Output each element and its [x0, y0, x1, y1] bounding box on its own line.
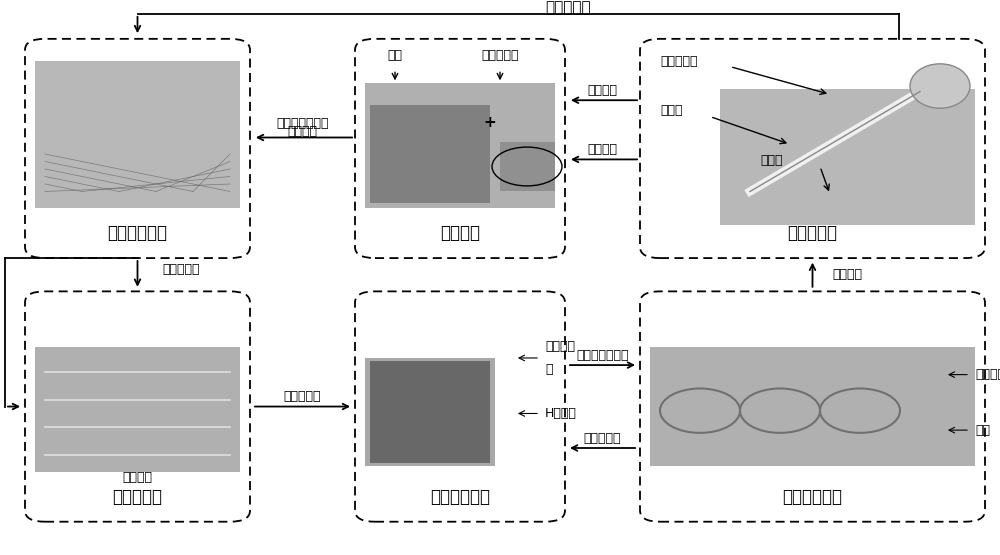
- Bar: [35, 347, 240, 472]
- Text: 采样磁场值: 采样磁场值: [545, 0, 591, 15]
- FancyBboxPatch shape: [355, 39, 565, 258]
- Text: 操作杆和线圈的: 操作杆和线圈的: [276, 117, 329, 130]
- Text: 视觉标记点: 视觉标记点: [660, 54, 698, 68]
- Text: 永磁体: 永磁体: [660, 104, 682, 118]
- Text: 视觉数据: 视觉数据: [588, 84, 618, 97]
- Text: 电流传感: 电流传感: [545, 340, 575, 354]
- Bar: [500, 142, 555, 191]
- Text: 相机: 相机: [387, 49, 402, 62]
- Bar: [370, 105, 490, 203]
- Text: +: +: [484, 114, 496, 130]
- Text: 磁场控制器: 磁场控制器: [112, 488, 162, 506]
- Text: 磁性操作杆: 磁性操作杆: [788, 224, 838, 242]
- Bar: [370, 361, 490, 463]
- Text: 铜线: 铜线: [975, 423, 990, 437]
- Text: 器: 器: [545, 362, 552, 376]
- FancyBboxPatch shape: [25, 39, 250, 258]
- Bar: [365, 83, 555, 208]
- Text: 磁力计: 磁力计: [760, 154, 782, 168]
- Bar: [650, 347, 975, 466]
- Text: 惯性数据: 惯性数据: [588, 143, 618, 156]
- Text: 磁力反馈: 磁力反馈: [832, 268, 862, 281]
- Text: 虚拟物理模型: 虚拟物理模型: [108, 224, 168, 242]
- FancyBboxPatch shape: [355, 291, 565, 522]
- Text: 惯性传感器: 惯性传感器: [481, 49, 519, 62]
- Text: 线圈驱动电路: 线圈驱动电路: [430, 488, 490, 506]
- Ellipse shape: [910, 64, 970, 108]
- Text: 定位设备: 定位设备: [440, 224, 480, 242]
- Text: H桥电路: H桥电路: [545, 407, 577, 420]
- FancyBboxPatch shape: [640, 291, 985, 522]
- FancyBboxPatch shape: [25, 291, 250, 522]
- Text: 运动状态: 运动状态: [288, 125, 318, 138]
- Bar: [365, 358, 495, 466]
- FancyBboxPatch shape: [640, 39, 985, 258]
- Text: 纯铁铁芯: 纯铁铁芯: [975, 368, 1000, 381]
- Bar: [720, 89, 975, 225]
- Text: 采样电流值: 采样电流值: [584, 431, 621, 445]
- Text: 参考电流值: 参考电流值: [284, 390, 321, 403]
- Text: 电磁线圈阵列: 电磁线圈阵列: [782, 488, 842, 506]
- Text: 双极性方波电压: 双极性方波电压: [576, 349, 629, 362]
- Bar: [35, 61, 240, 208]
- Text: 微控制器: 微控制器: [122, 471, 152, 484]
- Text: 参考磁场值: 参考磁场值: [162, 263, 200, 276]
